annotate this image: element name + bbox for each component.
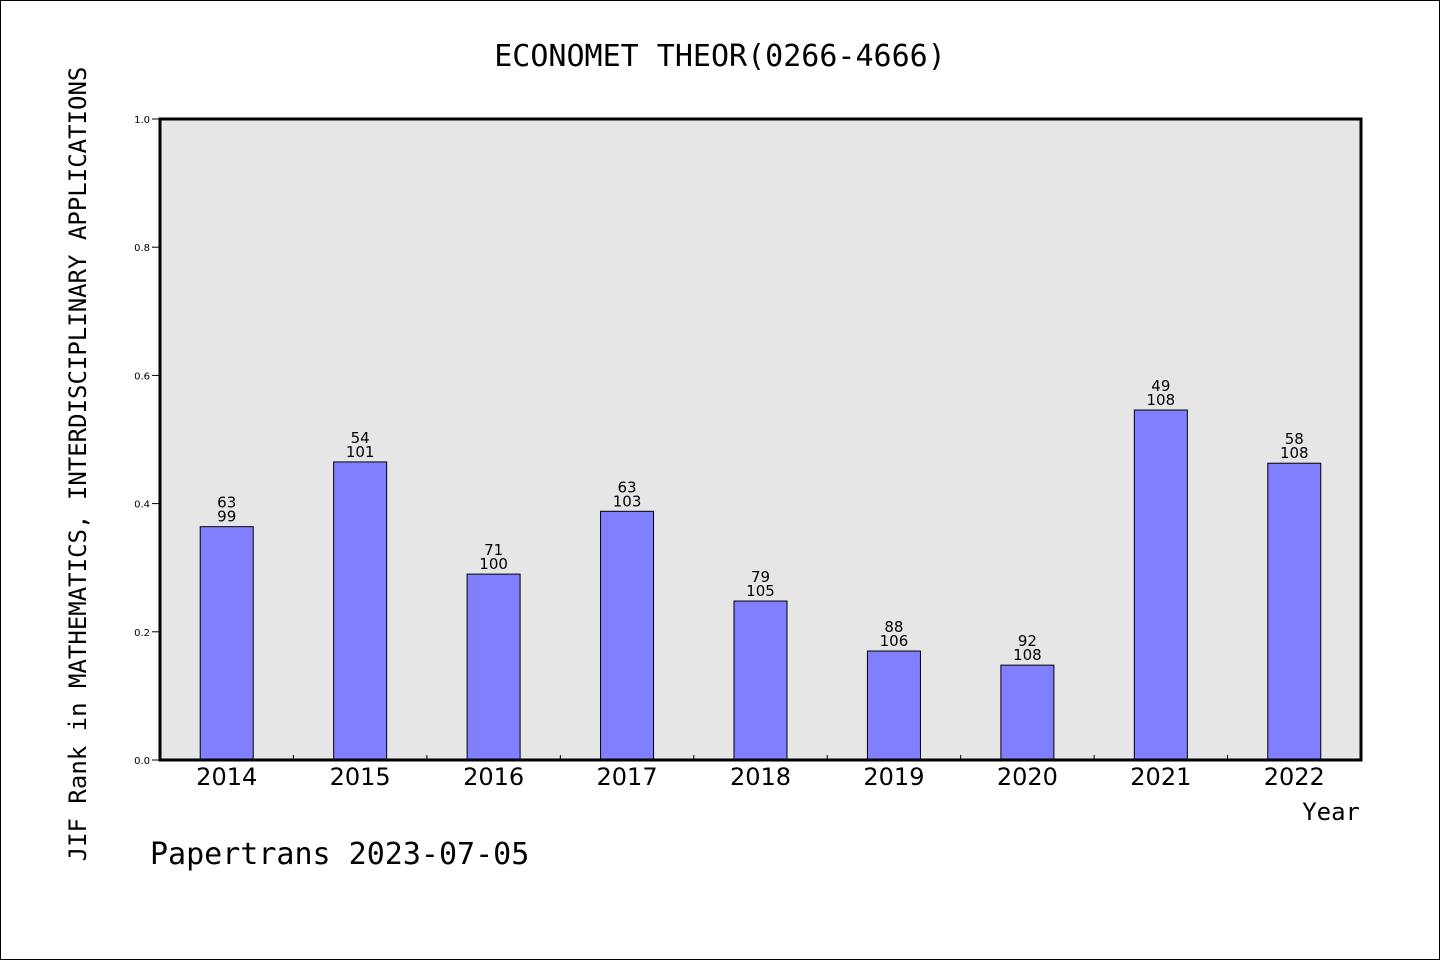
x-ticks: 2014 2015 2016 2017 2018 2019 2020 2021 2022 xyxy=(196,755,1325,791)
bar-2014 xyxy=(199,526,254,761)
bar-rank-label: 88 xyxy=(884,618,903,636)
chart-title: ECONOMET THEOR(0266-4666) xyxy=(494,39,946,74)
bar-2018 xyxy=(733,600,788,761)
bar-total-label: 105 xyxy=(746,582,775,600)
bar-rank-label: 58 xyxy=(1285,430,1304,448)
x-tick-label: 2015 xyxy=(330,763,391,791)
bar-total-label: 101 xyxy=(346,443,375,461)
bar-total-label: 103 xyxy=(613,492,642,510)
y-tick-label: 1.0 xyxy=(134,115,150,126)
plot-border xyxy=(158,117,1363,762)
x-tick-label: 2017 xyxy=(597,763,658,791)
y-tick-label: 0.6 xyxy=(134,371,150,382)
bar-2015 xyxy=(333,461,388,761)
bar-rank-label: 79 xyxy=(751,568,770,586)
x-tick-label: 2022 xyxy=(1264,763,1325,791)
x-tick-label: 2014 xyxy=(196,763,257,791)
y-ticks: 0.0 0.2 0.4 0.6 0.8 1.0 xyxy=(134,115,160,767)
bar-total-label: 99 xyxy=(217,508,236,526)
bar-total-label: 108 xyxy=(1147,391,1176,409)
bar-total-label: 100 xyxy=(479,555,508,573)
x-axis-label: Year xyxy=(1302,798,1360,826)
y-axis-label: JIF Rank in MATHEMATICS, INTERDISCIPLINA… xyxy=(64,67,92,862)
x-tick-label: 2018 xyxy=(730,763,791,791)
bar-total-label: 108 xyxy=(1013,646,1042,664)
y-tick-label: 0.4 xyxy=(134,500,150,511)
bar-rank-label: 63 xyxy=(217,494,236,512)
y-tick-label: 0.0 xyxy=(134,756,150,767)
bar-2019 xyxy=(866,650,921,761)
bar-2016 xyxy=(466,573,521,761)
bar-rank-label: 49 xyxy=(1151,377,1170,395)
y-tick-label: 0.2 xyxy=(134,628,150,639)
bar-rank-label: 71 xyxy=(484,541,503,559)
bar-2020 xyxy=(1000,664,1055,761)
bar-rank-label: 54 xyxy=(351,429,370,447)
bar-rank-label: 92 xyxy=(1018,632,1037,650)
x-tick-label: 2021 xyxy=(1130,763,1191,791)
bar-2022 xyxy=(1267,462,1322,761)
x-tick-label: 2020 xyxy=(997,763,1058,791)
bar-total-label: 108 xyxy=(1280,444,1309,462)
bar-rank-label: 63 xyxy=(618,478,637,496)
bar-total-label: 106 xyxy=(880,632,909,650)
y-tick-label: 0.8 xyxy=(134,243,150,254)
bar-2021 xyxy=(1133,409,1188,761)
x-tick-label: 2019 xyxy=(863,763,924,791)
x-tick-label: 2016 xyxy=(463,763,524,791)
footer-text: Papertrans 2023-07-05 xyxy=(150,837,529,872)
bar-2017 xyxy=(600,510,655,761)
